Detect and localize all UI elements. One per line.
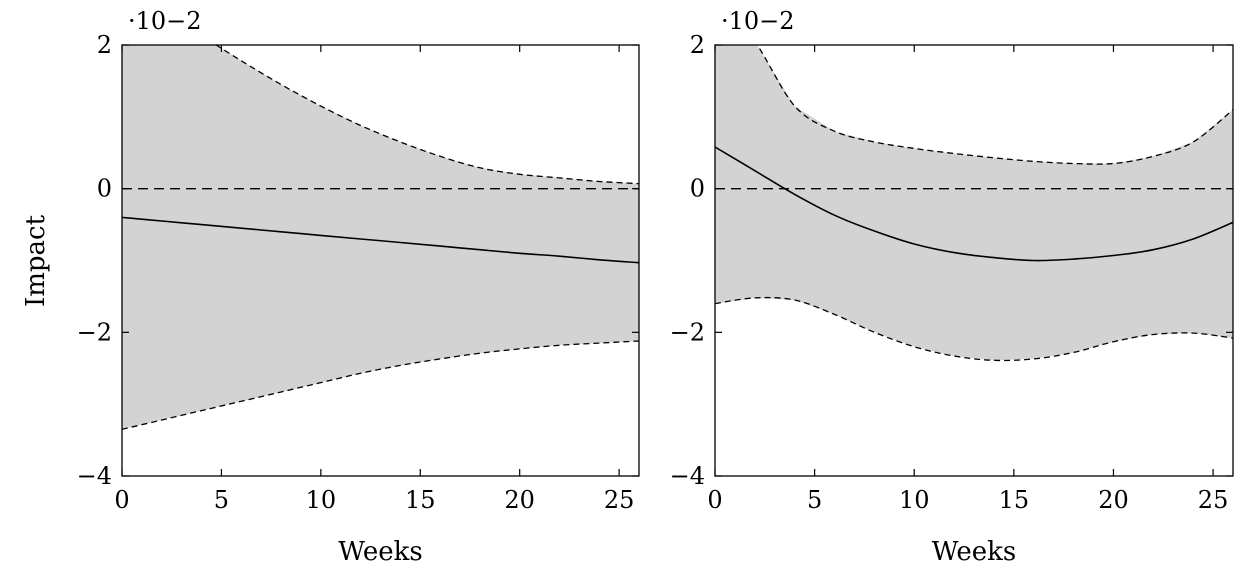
plot-area [122,45,639,430]
upper-bound-line [756,45,1233,165]
x-tick-label: 10 [899,486,930,514]
x-tick-label: 20 [504,486,535,514]
plot-frame [714,44,1234,477]
confidence-band [715,45,1233,361]
y-tick-label: 2 [97,31,112,59]
chart-panel-left: 0 5 10 15 20 25 −4 −2 0 2 ·10−2 Weeks [77,7,640,567]
lower-bound-line [715,296,1233,362]
x-tick-label: 5 [214,486,229,514]
x-tick-label: 25 [604,486,635,514]
mean-impact-line [122,216,639,264]
lower-bound-line [122,340,639,430]
y-axis-title: Impact [21,214,51,307]
x-tick-label: 0 [707,486,722,514]
x-tick-label: 5 [807,486,822,514]
plot-area [715,45,1233,362]
plot-frame [121,44,640,477]
y-tick-label: 2 [690,31,705,59]
x-tick-label: 15 [405,486,436,514]
x-tick-label: 10 [306,486,337,514]
y-tick-label: 0 [97,175,112,203]
x-tick-label: 0 [114,486,129,514]
y-tick-label: −2 [77,318,112,346]
mean-impact-line [715,146,1233,262]
y-tick-label: −4 [77,462,112,490]
y-scale-factor-label: ·10−2 [128,7,202,35]
y-scale-factor-label: ·10−2 [721,7,795,35]
y-tick-label: −2 [670,318,705,346]
x-tick-label: 25 [1198,486,1229,514]
chart-panel-right: 0 5 10 15 20 25 −4 −2 0 2 ·10−2 Weeks [670,7,1234,567]
x-axis-title: Weeks [932,537,1016,567]
y-tick-label: −4 [670,462,705,490]
x-tick-label: 20 [1098,486,1129,514]
x-tick-label: 15 [999,486,1030,514]
confidence-band [122,45,639,430]
x-axis-title: Weeks [338,537,422,567]
y-tick-label: 0 [690,175,705,203]
